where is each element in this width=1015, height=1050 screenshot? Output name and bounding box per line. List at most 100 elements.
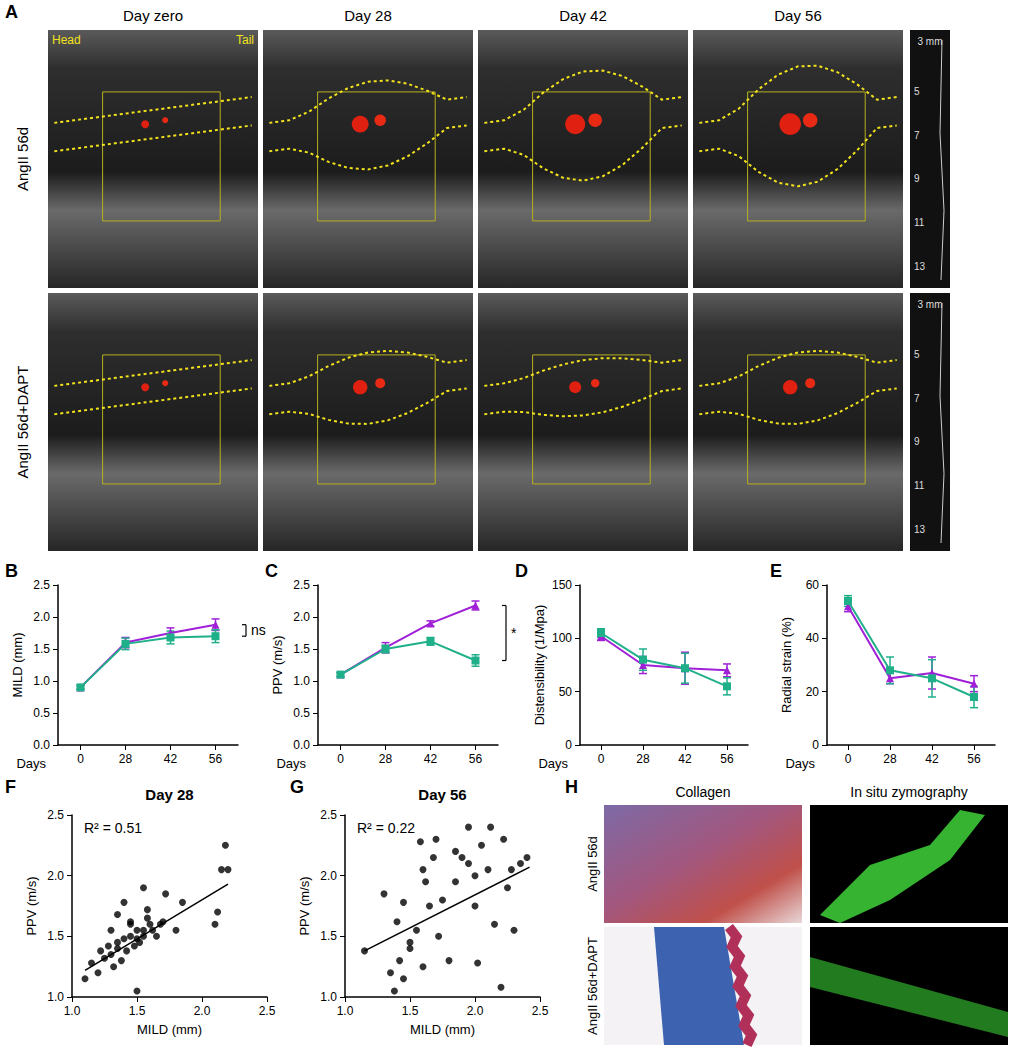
svg-text:0: 0 (565, 738, 572, 752)
svg-text:Days: Days (538, 756, 568, 771)
svg-text:2.0: 2.0 (293, 610, 310, 624)
svg-text:Day 28: Day 28 (344, 7, 392, 24)
svg-text:G: G (290, 777, 304, 797)
svg-text:0.5: 0.5 (33, 706, 50, 720)
svg-text:100: 100 (552, 631, 572, 645)
svg-text:40: 40 (806, 631, 820, 645)
svg-text:MILD (mm): MILD (mm) (137, 1022, 202, 1037)
svg-text:Radial strain (%): Radial strain (%) (779, 617, 794, 713)
svg-text:B: B (5, 561, 18, 581)
svg-text:1.0: 1.0 (320, 990, 337, 1004)
svg-text:56: 56 (209, 752, 223, 766)
svg-text:42: 42 (164, 752, 178, 766)
svg-text:50: 50 (559, 685, 573, 699)
svg-text:2.5: 2.5 (532, 1004, 549, 1018)
svg-text:PPV (m/s): PPV (m/s) (297, 876, 312, 935)
svg-text:Day zero: Day zero (123, 7, 183, 24)
svg-text:0: 0 (598, 752, 605, 766)
svg-text:In situ zymography: In situ zymography (850, 784, 968, 800)
svg-text:42: 42 (424, 752, 438, 766)
svg-text:9: 9 (914, 173, 920, 184)
svg-text:150: 150 (552, 578, 572, 592)
svg-text:2.5: 2.5 (320, 808, 337, 822)
svg-text:Day 28: Day 28 (145, 786, 193, 803)
svg-text:1.5: 1.5 (129, 1004, 146, 1018)
svg-text:Collagen: Collagen (675, 784, 730, 800)
svg-text:0.5: 0.5 (293, 706, 310, 720)
svg-text:7: 7 (914, 393, 920, 404)
svg-text:56: 56 (967, 752, 981, 766)
svg-text:2.5: 2.5 (33, 578, 50, 592)
svg-text:Distensibility (1/Mpa): Distensibility (1/Mpa) (532, 605, 547, 726)
svg-text:1.5: 1.5 (402, 1004, 419, 1018)
svg-text:0: 0 (812, 738, 819, 752)
svg-text:Day 56: Day 56 (774, 7, 822, 24)
svg-text:Day 42: Day 42 (559, 7, 607, 24)
svg-text:13: 13 (914, 261, 926, 272)
svg-text:11: 11 (914, 217, 925, 228)
svg-text:R² = 0.22: R² = 0.22 (357, 820, 415, 836)
svg-text:2.0: 2.0 (194, 1004, 211, 1018)
svg-text:Days: Days (16, 756, 46, 771)
svg-text:3 mm: 3 mm (918, 299, 943, 310)
svg-text:C: C (265, 561, 278, 581)
svg-text:2.5: 2.5 (293, 578, 310, 592)
svg-text:2.0: 2.0 (33, 610, 50, 624)
svg-text:5: 5 (914, 86, 920, 97)
svg-text:2.5: 2.5 (259, 1004, 276, 1018)
svg-text:20: 20 (806, 685, 820, 699)
svg-text:0: 0 (337, 752, 344, 766)
svg-text:H: H (565, 777, 578, 797)
svg-text:PPV (m/s): PPV (m/s) (24, 876, 39, 935)
svg-text:0.0: 0.0 (293, 738, 310, 752)
svg-text:28: 28 (119, 752, 133, 766)
svg-text:3 mm: 3 mm (918, 36, 943, 47)
svg-text:MILD (mm): MILD (mm) (10, 633, 25, 698)
svg-text:1.5: 1.5 (293, 642, 310, 656)
svg-text:42: 42 (925, 752, 939, 766)
svg-text:1.0: 1.0 (47, 990, 64, 1004)
svg-text:0: 0 (845, 752, 852, 766)
svg-text:1.0: 1.0 (64, 1004, 81, 1018)
svg-text:2.5: 2.5 (47, 808, 64, 822)
svg-text:*: * (511, 625, 517, 641)
svg-text:1.5: 1.5 (33, 642, 50, 656)
svg-text:2.0: 2.0 (320, 869, 337, 883)
svg-text:28: 28 (636, 752, 650, 766)
svg-text:1.0: 1.0 (337, 1004, 354, 1018)
svg-text:9: 9 (914, 436, 920, 447)
svg-text:PPV (m/s): PPV (m/s) (270, 635, 285, 694)
svg-text:Head: Head (52, 33, 81, 47)
svg-text:2.0: 2.0 (47, 869, 64, 883)
svg-text:Days: Days (276, 756, 306, 771)
svg-text:AngII 56d: AngII 56d (585, 836, 600, 892)
svg-text:D: D (515, 561, 528, 581)
svg-text:28: 28 (379, 752, 393, 766)
svg-text:56: 56 (469, 752, 483, 766)
svg-text:E: E (770, 561, 782, 581)
svg-text:13: 13 (914, 524, 926, 535)
svg-text:Days: Days (785, 756, 815, 771)
svg-text:60: 60 (806, 578, 820, 592)
svg-text:AngII 56d: AngII 56d (14, 127, 31, 191)
svg-text:R² = 0.51: R² = 0.51 (84, 820, 142, 836)
svg-text:AngII 56d+DAPT: AngII 56d+DAPT (14, 366, 31, 479)
svg-text:0: 0 (77, 752, 84, 766)
svg-text:Day 56: Day 56 (418, 786, 466, 803)
svg-text:1.0: 1.0 (33, 674, 50, 688)
svg-text:A: A (5, 2, 18, 22)
svg-text:ns: ns (251, 622, 266, 638)
svg-text:AngII 56d+DAPT: AngII 56d+DAPT (585, 937, 600, 1035)
svg-text:11: 11 (914, 480, 925, 491)
svg-text:1.5: 1.5 (320, 929, 337, 943)
svg-text:56: 56 (720, 752, 734, 766)
svg-text:MILD (mm): MILD (mm) (410, 1022, 475, 1037)
svg-text:5: 5 (914, 349, 920, 360)
svg-text:42: 42 (678, 752, 692, 766)
svg-text:Tail: Tail (236, 33, 254, 47)
svg-text:2.0: 2.0 (467, 1004, 484, 1018)
svg-text:0.0: 0.0 (33, 738, 50, 752)
svg-text:F: F (5, 777, 16, 797)
svg-text:7: 7 (914, 130, 920, 141)
svg-text:1.5: 1.5 (47, 929, 64, 943)
